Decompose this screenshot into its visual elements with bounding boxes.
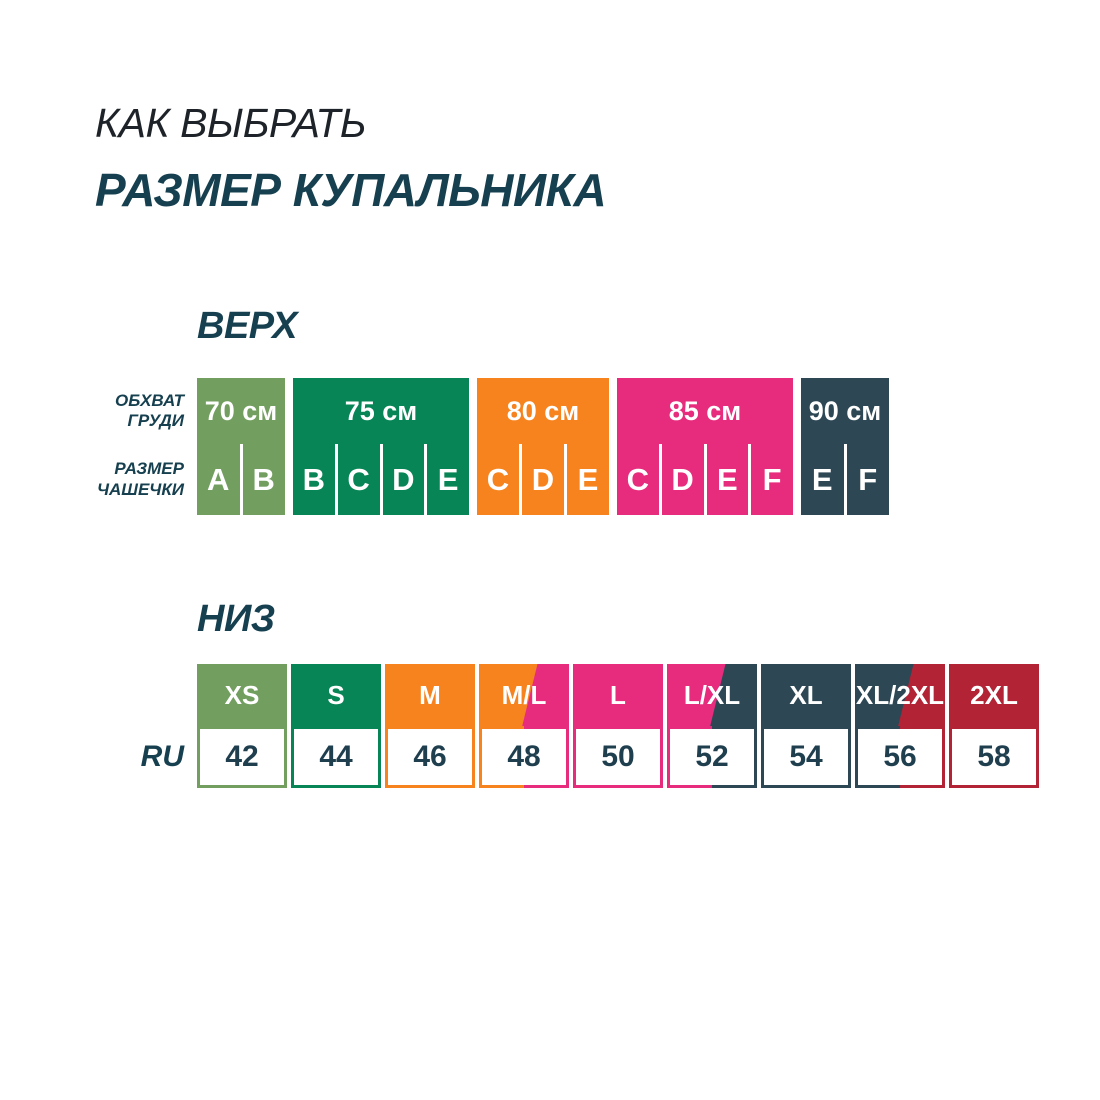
cup-size-cell: E xyxy=(564,444,609,515)
top-chart-groups: 70 см A B 75 см B C D E 80 см C D E 85 см C D E F 90 см E F xyxy=(197,378,889,515)
size-column-s: S 44 xyxy=(291,664,381,788)
size-column-2xl: 2XL 58 xyxy=(949,664,1039,788)
ru-row-label: RU xyxy=(140,740,184,773)
size-header: 2XL xyxy=(949,664,1039,726)
size-column-xl-2xl: XL/2XL 56 xyxy=(855,664,945,788)
ru-value-cell-border: 46 xyxy=(385,726,475,788)
ru-value: 44 xyxy=(294,729,378,785)
chest-group-75: 75 см B C D E xyxy=(293,378,469,515)
ru-value-cell-border: 54 xyxy=(761,726,851,788)
size-header: XL/2XL xyxy=(855,664,945,726)
size-header: M xyxy=(385,664,475,726)
ru-value-cell-border: 48 xyxy=(479,726,569,788)
ru-value: 58 xyxy=(952,729,1036,785)
size-header: L xyxy=(573,664,663,726)
page-title-line2: РАЗМЕР КУПАЛЬНИКА xyxy=(95,164,607,216)
size-header: L/XL xyxy=(667,664,757,726)
size-column-l-xl: L/XL 52 xyxy=(667,664,757,788)
size-header: XS xyxy=(197,664,287,726)
top-chart-row-labels: ОБХВАТ ГРУДИ РАЗМЕР ЧАШЕЧКИ xyxy=(97,378,197,515)
bottom-chart-row-labels: RU xyxy=(115,664,197,788)
top-size-chart: ОБХВАТ ГРУДИ РАЗМЕР ЧАШЕЧКИ 70 см A B 75 см… xyxy=(97,378,889,515)
ru-value: 52 xyxy=(670,729,754,785)
chest-size-label: 90 см xyxy=(808,395,882,426)
cup-size-cell: C xyxy=(486,461,510,497)
ru-value-cell-border: 42 xyxy=(197,726,287,788)
cup-size-row-label: РАЗМЕР ЧАШЕЧКИ xyxy=(96,459,184,499)
ru-value-cell-border: 50 xyxy=(573,726,663,788)
chest-group-80: 80 см C D E xyxy=(477,378,609,515)
bottom-chart-columns: XS 42 S 44 M 46 M/L 48 L 50 L/XL 52 XL 54 XL/2XL 56 2XL 5… xyxy=(197,664,1039,788)
cup-size-cell: E xyxy=(424,444,469,515)
size-label: L xyxy=(610,679,626,710)
size-column-m: M 46 xyxy=(385,664,475,788)
page-title-line1: КАК ВЫБРАТЬ xyxy=(95,100,367,146)
size-header: XL xyxy=(761,664,851,726)
size-column-l: L 50 xyxy=(573,664,663,788)
size-column-xl: XL 54 xyxy=(761,664,851,788)
cup-size-cell: A xyxy=(207,461,230,497)
size-label: M xyxy=(419,679,441,710)
chest-size-label: 70 см xyxy=(204,395,278,426)
ru-value: 46 xyxy=(388,729,472,785)
chest-group-70: 70 см A B xyxy=(197,378,285,515)
size-column-xs: XS 42 xyxy=(197,664,287,788)
bottom-section-heading: НИЗ xyxy=(197,598,275,640)
cup-size-cell: C xyxy=(626,461,650,497)
size-label: 2XL xyxy=(970,679,1018,710)
size-label: L/XL xyxy=(683,679,741,710)
bottom-size-chart: RU XS 42 S 44 M 46 M/L 48 L 50 L/XL 52 XL 54 XL/2XL 56 2… xyxy=(115,664,1039,788)
cup-size-cell: D xyxy=(379,444,425,515)
ru-value: 50 xyxy=(576,729,660,785)
size-header: M/L xyxy=(479,664,569,726)
chest-size-label: 85 см xyxy=(668,395,742,426)
ru-value-cell-border: 56 xyxy=(855,726,945,788)
cup-size-cell: E xyxy=(811,461,833,497)
ru-value: 54 xyxy=(764,729,848,785)
size-label: M/L xyxy=(501,679,547,710)
ru-value-cell-border: 58 xyxy=(949,726,1039,788)
cup-size-cell: E xyxy=(703,444,749,515)
size-label: XL/2XL xyxy=(855,679,945,710)
ru-value: 42 xyxy=(200,729,284,785)
size-column-m-l: M/L 48 xyxy=(479,664,569,788)
size-label: XS xyxy=(224,679,260,710)
cup-size-cell: F xyxy=(748,444,793,515)
chest-girth-row-label: ОБХВАТ ГРУДИ xyxy=(115,390,184,430)
size-label: XL xyxy=(789,679,823,710)
ru-value: 48 xyxy=(482,729,566,785)
cup-size-cell: B xyxy=(302,461,326,497)
cup-size-cell: D xyxy=(519,444,564,515)
size-label: S xyxy=(327,679,345,710)
ru-value: 56 xyxy=(858,729,942,785)
ru-value-cell-border: 52 xyxy=(667,726,757,788)
chest-size-label: 75 см xyxy=(344,395,418,426)
cup-size-cell: B xyxy=(239,444,286,515)
cup-size-cell: D xyxy=(658,444,704,515)
chest-group-90: 90 см E F xyxy=(801,378,889,515)
chest-group-85: 85 см C D E F xyxy=(617,378,793,515)
ru-value-cell-border: 44 xyxy=(291,726,381,788)
cup-size-cell: F xyxy=(843,444,890,515)
top-section-heading: ВЕРХ xyxy=(197,305,298,347)
size-header: S xyxy=(291,664,381,726)
chest-size-label: 80 см xyxy=(506,395,580,426)
cup-size-cell: C xyxy=(334,444,380,515)
